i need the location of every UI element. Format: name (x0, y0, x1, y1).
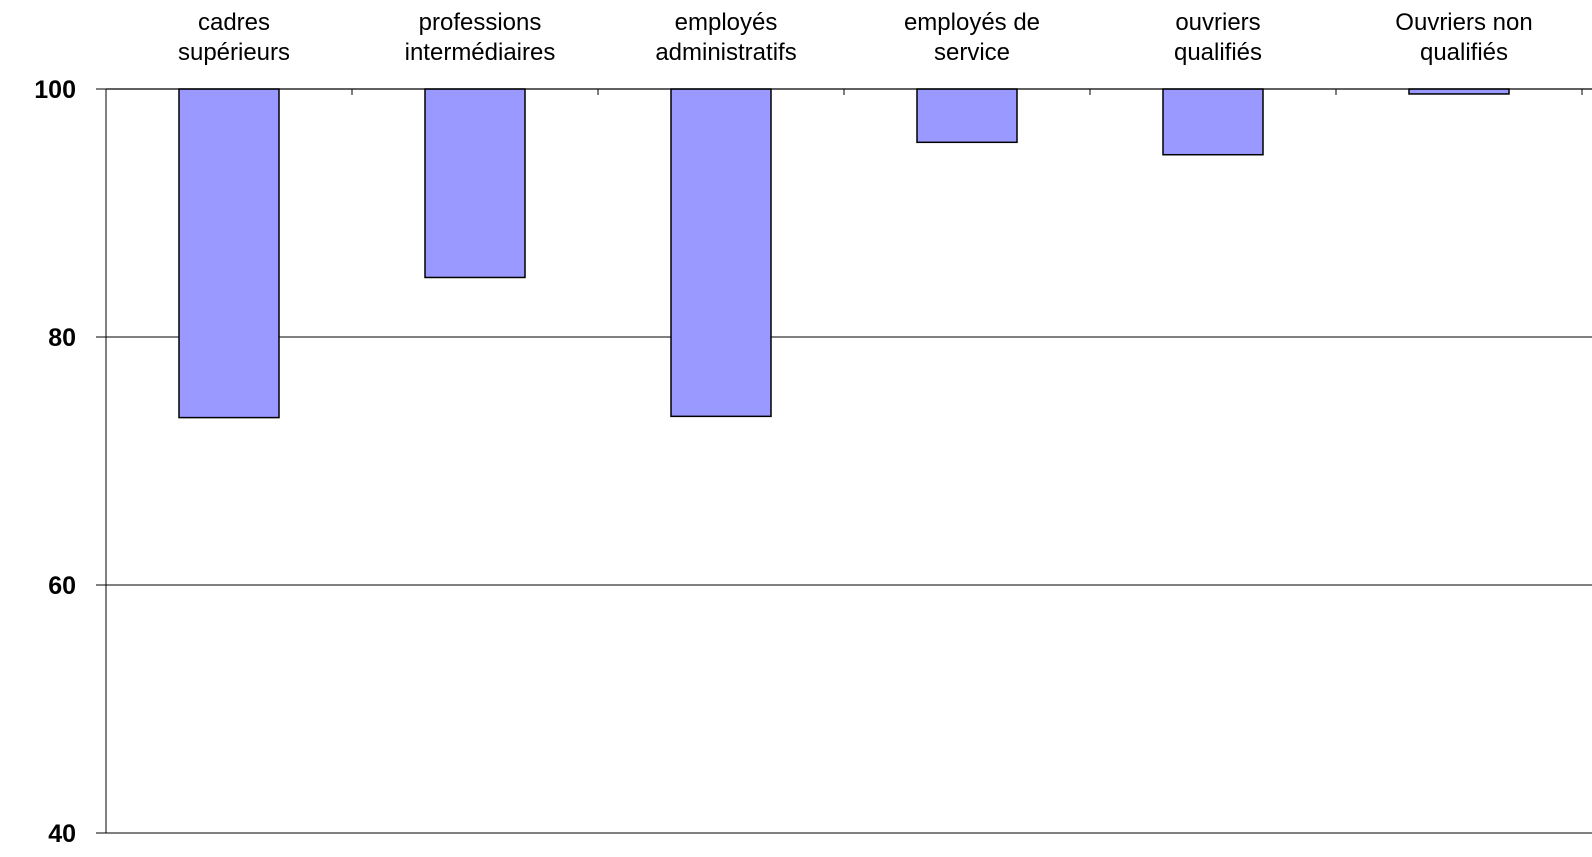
x-category-label: professions intermédiaires (405, 9, 556, 66)
y-tick-label: 80 (48, 324, 76, 352)
x-axis-category-labels: cadres supérieurs professions intermédiaire… (178, 9, 1533, 66)
y-tick-label: 40 (48, 820, 76, 848)
axes (96, 88, 1592, 834)
bar (424, 88, 526, 279)
x-category-label: employés administratifs (655, 9, 796, 66)
bar-series (178, 88, 1510, 419)
x-category-label: employés de service (904, 9, 1040, 66)
bar (178, 88, 280, 419)
y-axis-tick-labels: 40 60 80 100 (34, 76, 76, 848)
bar (1162, 88, 1264, 156)
x-category-label: ouvriers qualifiés (1174, 9, 1262, 66)
x-category-label: Ouvriers non qualifiés (1395, 9, 1532, 66)
bar (1408, 88, 1510, 95)
gridlines (106, 336, 1592, 586)
bar (916, 88, 1018, 144)
y-tick-label: 100 (34, 76, 76, 104)
bar (670, 88, 772, 418)
y-tick-label: 60 (48, 572, 76, 600)
x-category-label: cadres supérieurs (178, 9, 290, 66)
